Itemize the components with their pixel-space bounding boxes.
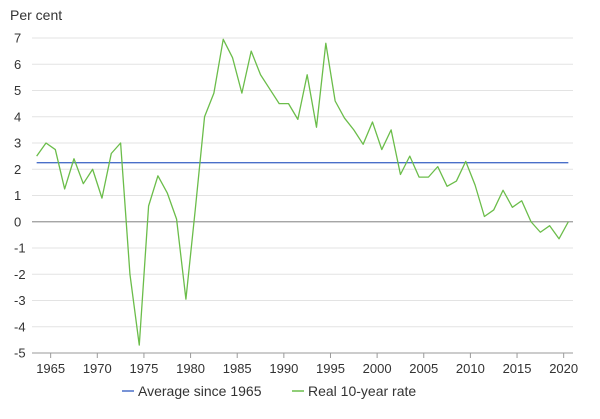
x-tick-label: 1995 — [316, 361, 345, 376]
x-tick-label: 2000 — [363, 361, 392, 376]
y-tick-labels: 7 6 5 4 3 2 1 0 -1 -2 -3 -4 -5 — [14, 31, 26, 361]
y-tick-label: -2 — [14, 267, 26, 282]
y-axis-unit-label: Per cent — [10, 7, 62, 23]
y-tick-label: 5 — [14, 83, 21, 98]
y-tick-label: 2 — [14, 162, 21, 177]
y-tick-label: -3 — [14, 293, 26, 308]
y-tick-label: 7 — [14, 31, 21, 46]
y-tick-label: 6 — [14, 57, 21, 72]
x-tick-label: 2005 — [409, 361, 438, 376]
series-lines — [36, 38, 569, 346]
x-tick-label: 2015 — [503, 361, 532, 376]
real-rate-line — [36, 38, 569, 346]
y-tick-label: 4 — [14, 109, 21, 124]
x-tick-label: 1990 — [269, 361, 298, 376]
x-tick-label: 2020 — [549, 361, 578, 376]
x-tick-label: 1965 — [36, 361, 65, 376]
x-tick-label: 1975 — [129, 361, 158, 376]
legend-label: Real 10-year rate — [308, 383, 416, 399]
y-tick-label: 1 — [14, 188, 21, 203]
x-tick-label: 1970 — [83, 361, 112, 376]
x-tick-label: 2010 — [456, 361, 485, 376]
x-tick-labels: 1965 1970 1975 1980 1985 1990 1995 2000 2005 2010… — [36, 361, 578, 376]
y-tick-label: 3 — [14, 136, 21, 151]
legend: Average since 1965 Real 10-year rate — [122, 383, 416, 399]
y-tick-label: -5 — [14, 346, 26, 361]
y-tick-label: -4 — [14, 319, 26, 334]
x-tick-label: 1980 — [176, 361, 205, 376]
y-tick-label: 0 — [14, 214, 21, 229]
x-tick-label: 1985 — [223, 361, 252, 376]
y-tick-label: -1 — [14, 241, 26, 256]
gridlines — [32, 37, 573, 358]
legend-label: Average since 1965 — [138, 383, 262, 399]
